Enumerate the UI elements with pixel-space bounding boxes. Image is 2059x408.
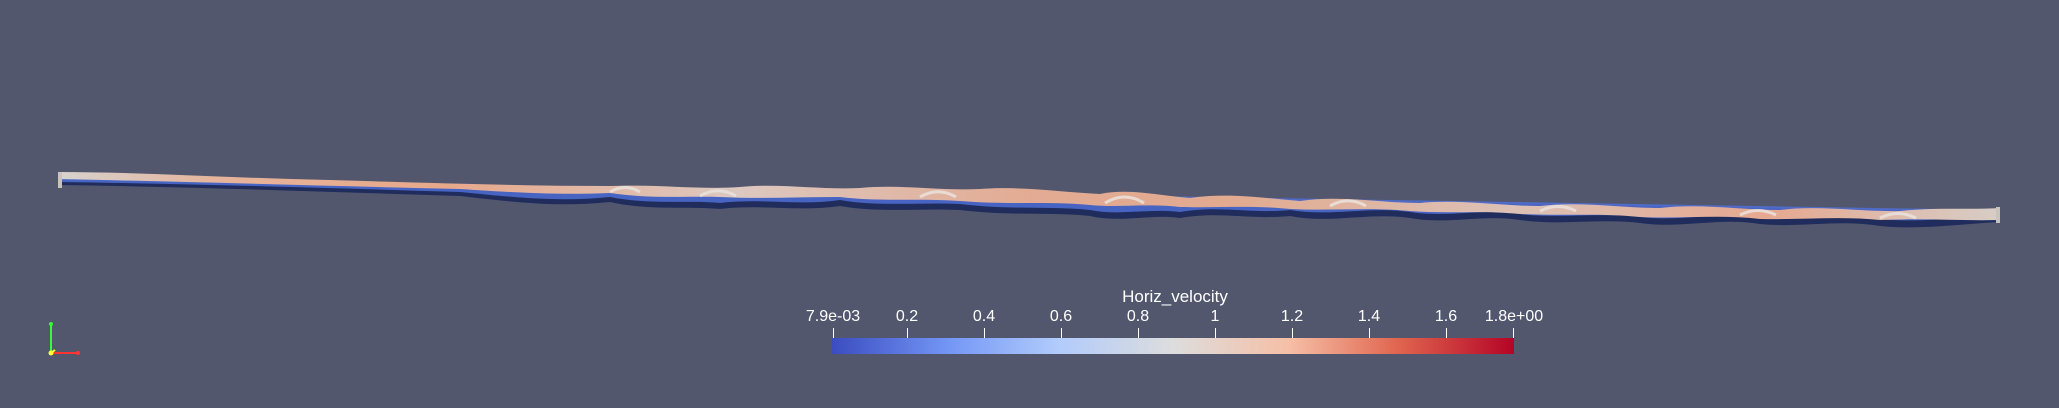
ribbon-top-surface (58, 172, 2000, 221)
colorbar-tick (1369, 328, 1370, 338)
colorbar-tick (1513, 328, 1514, 338)
orientation-axes-icon (48, 322, 80, 356)
colorbar-label-1: 1 (1210, 308, 1220, 325)
colorbar-tick (833, 328, 834, 338)
colorbar-label-1.2: 1.2 (1280, 308, 1304, 325)
colorbar-tick (1215, 328, 1216, 338)
colorbar-gradient (832, 338, 1514, 354)
wave-crests (609, 186, 1917, 220)
colorbar-title: Horiz_velocity (1122, 287, 1228, 306)
colorbar-tick (1138, 328, 1139, 338)
colorbar-label-max: 1.8e+00 (1484, 308, 1544, 325)
colorbar-label-0.6: 0.6 (1049, 308, 1073, 325)
colorbar-tick (984, 328, 985, 338)
colorbar-tick (1061, 328, 1062, 338)
colorbar-label-min: 7.9e-03 (805, 308, 861, 325)
colorbar-label-0.8: 0.8 (1126, 308, 1150, 325)
colorbar-tick (1292, 328, 1293, 338)
colorbar-label-0.2: 0.2 (895, 308, 919, 325)
colorbar-label-1.6: 1.6 (1434, 308, 1458, 325)
ribbon-end-left (58, 172, 62, 188)
ribbon-end-right (1996, 207, 2000, 223)
colorbar-tick (907, 328, 908, 338)
colorbar-label-1.4: 1.4 (1357, 308, 1381, 325)
colorbar-tick (1446, 328, 1447, 338)
colorbar-label-0.4: 0.4 (972, 308, 996, 325)
